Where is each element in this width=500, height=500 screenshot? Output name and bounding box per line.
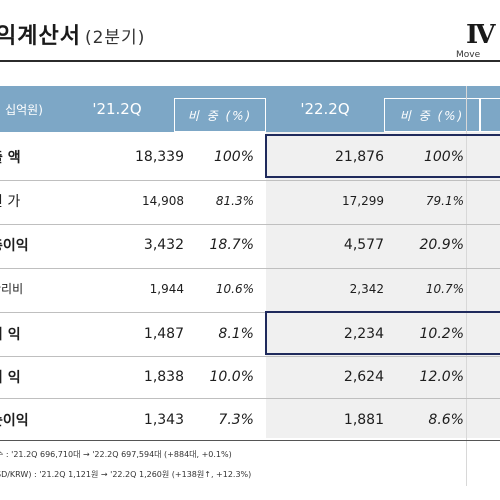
value-2021: 18,339 [135,148,184,165]
row-label: 이 익 [0,369,21,386]
header-2021: '21.2Q [92,100,142,118]
value-2021: 1,944 [149,281,184,296]
footnote-exchange-rate: SD/KRW) : '21.2Q 1,121원 → '22.2Q 1,260원 … [0,470,252,479]
row-label: 관리비 [0,282,24,296]
share-2021: 81.3% [215,193,254,208]
row-label: 출 액 [0,149,21,166]
header-2022: '22.2Q [300,100,350,118]
value-2021: 1,487 [143,325,184,342]
company-logo: Ⅳ Move [452,18,500,62]
share-2021: 8.1% [218,325,254,342]
table-row: 원 가 14,908 81.3% 17,299 79.1% [0,178,500,223]
share-2022: 10.2% [419,325,464,342]
table-row: 이 익 1,487 8.1% 2,234 10.2% [0,311,500,356]
value-2021: 3,432 [143,236,184,253]
highlight-box-operating-profit [265,311,500,355]
row-label: 원 가 [0,193,21,210]
row-divider [0,356,500,357]
share-2021: 100% [213,148,254,165]
value-2022: 4,577 [343,236,384,253]
value-2021: 1,343 [143,411,184,428]
value-2021: 1,838 [143,368,184,385]
share-header-2021: 비 중 (%) [174,98,266,132]
value-2022: 21,876 [335,148,384,165]
value-2022: 2,342 [349,281,384,296]
share-2022: 100% [423,148,464,165]
share-header-2022: 비 중 (%) [384,98,480,132]
logo-text: Move [456,50,481,60]
unit-label: 십억원) [5,102,43,117]
share-2022: 8.6% [428,411,464,428]
share-2022: 10.7% [425,281,464,296]
share-2022: 12.0% [419,368,464,385]
table-row: 순이익 1,343 7.3% 1,881 8.6% [0,397,500,442]
share-2021: 18.7% [209,236,254,253]
value-2022: 17,299 [342,193,384,208]
row-label: 순이익 [0,412,29,429]
share-header-next [480,98,500,132]
column-separator [466,86,467,486]
share-2021: 10.0% [209,368,254,385]
page-title: 익계산서 (2분기) [0,18,145,50]
table-row: 총이익 3,432 18.7% 4,577 20.9% [0,222,500,267]
value-2022: 2,234 [343,325,384,342]
logo-mark-icon: Ⅳ [466,20,496,50]
value-2022: 1,881 [343,411,384,428]
share-2022: 20.9% [419,236,464,253]
value-2022: 2,624 [343,368,384,385]
table-row: 이 익 1,838 10.0% 2,624 12.0% [0,354,500,399]
row-divider [0,268,500,269]
table-bottom-rule [0,440,500,441]
title-subtitle: (2분기) [84,28,146,48]
column-2022-shade [266,132,500,438]
highlight-box-revenue [265,134,500,178]
share-2021: 10.6% [215,281,254,296]
row-label: 이 익 [0,326,21,343]
table-row: 관리비 1,944 10.6% 2,342 10.7% [0,266,500,311]
row-label: 총이익 [0,237,29,254]
value-2021: 14,908 [142,193,184,208]
row-divider [0,180,500,181]
table-row: 출 액 18,339 100% 21,876 100% [0,134,500,179]
title-divider [0,60,500,62]
row-divider [0,312,500,313]
row-divider [0,224,500,225]
share-2022: 79.1% [425,193,464,208]
table-header [0,86,500,132]
row-divider [0,398,500,399]
share-2021: 7.3% [218,411,254,428]
footnote-sales-volume: 수 : '21.2Q 696,710대 → '22.2Q 697,594대 (+… [0,450,232,459]
title-text: 익계산서 [0,24,81,49]
